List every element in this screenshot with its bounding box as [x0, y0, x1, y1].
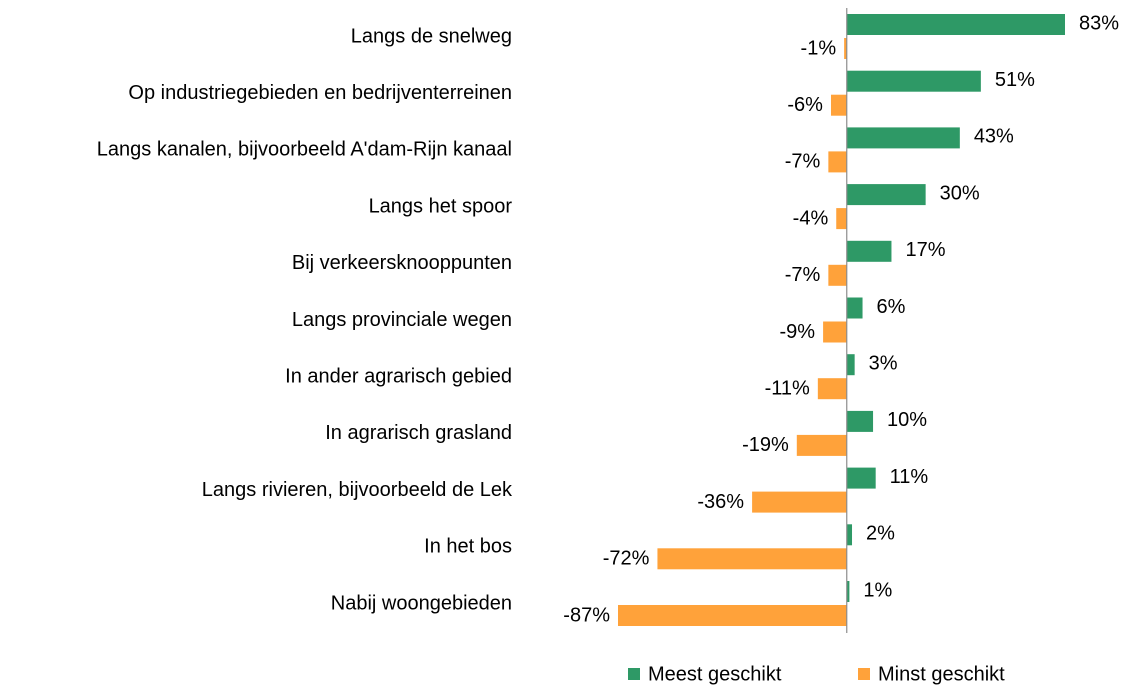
value-label: 11% [890, 466, 929, 488]
value-label: 17% [905, 239, 945, 261]
value-label: -11% [765, 377, 810, 399]
value-label: -7% [785, 264, 821, 286]
bar [817, 378, 847, 400]
value-label: -6% [787, 94, 823, 116]
category-label: Langs kanalen, bijvoorbeeld A'dam-Rijn k… [97, 139, 512, 161]
bar [846, 410, 874, 432]
bar [657, 548, 847, 570]
bar [618, 605, 847, 626]
bar [846, 467, 876, 489]
category-label: In agrarisch grasland [325, 422, 512, 444]
bar [828, 151, 847, 173]
bar [846, 184, 926, 206]
category-label: In het bos [424, 536, 512, 558]
category-label: Nabij woongebieden [331, 592, 512, 614]
bar [846, 297, 863, 319]
value-label: 83% [1079, 12, 1119, 34]
value-label: 6% [877, 296, 906, 318]
category-label: Langs de snelweg [351, 25, 512, 47]
value-label: 2% [866, 523, 895, 545]
bar [846, 240, 892, 262]
value-label: -87% [563, 604, 610, 626]
value-label: -4% [793, 207, 829, 229]
bar [846, 127, 960, 149]
category-label: Langs provinciale wegen [292, 309, 512, 331]
category-label: In ander agrarisch gebied [285, 365, 512, 387]
category-label: Langs het spoor [369, 195, 513, 217]
bar [823, 321, 847, 343]
value-label: 30% [940, 182, 980, 204]
bar [830, 94, 847, 116]
value-label: -36% [697, 491, 744, 513]
bar [846, 14, 1065, 35]
bar [846, 354, 855, 376]
value-label: 51% [995, 69, 1035, 91]
legend-swatch [628, 668, 640, 680]
bar [836, 208, 847, 230]
category-label: Bij verkeersknooppunten [292, 252, 512, 274]
bar [846, 70, 981, 92]
bar [796, 434, 847, 456]
value-label: 43% [974, 126, 1014, 148]
category-label: Langs rivieren, bijvoorbeeld de Lek [202, 479, 513, 501]
bar [752, 491, 847, 513]
value-label: -19% [742, 434, 789, 456]
legend-label: Minst geschikt [878, 663, 1005, 685]
value-label: -9% [780, 321, 816, 343]
value-label: -72% [603, 548, 650, 570]
category-label: Op industriegebieden en bedrijventerrein… [128, 82, 512, 104]
value-label: 10% [887, 409, 927, 431]
value-label: -7% [785, 151, 821, 173]
value-label: 3% [869, 352, 898, 374]
value-label: -1% [801, 37, 837, 59]
bar [844, 38, 847, 59]
bar [846, 581, 850, 602]
legend-swatch [858, 668, 870, 680]
value-label: 1% [863, 579, 892, 601]
bar [828, 264, 847, 286]
bar [846, 524, 853, 546]
legend-label: Meest geschikt [648, 663, 782, 685]
